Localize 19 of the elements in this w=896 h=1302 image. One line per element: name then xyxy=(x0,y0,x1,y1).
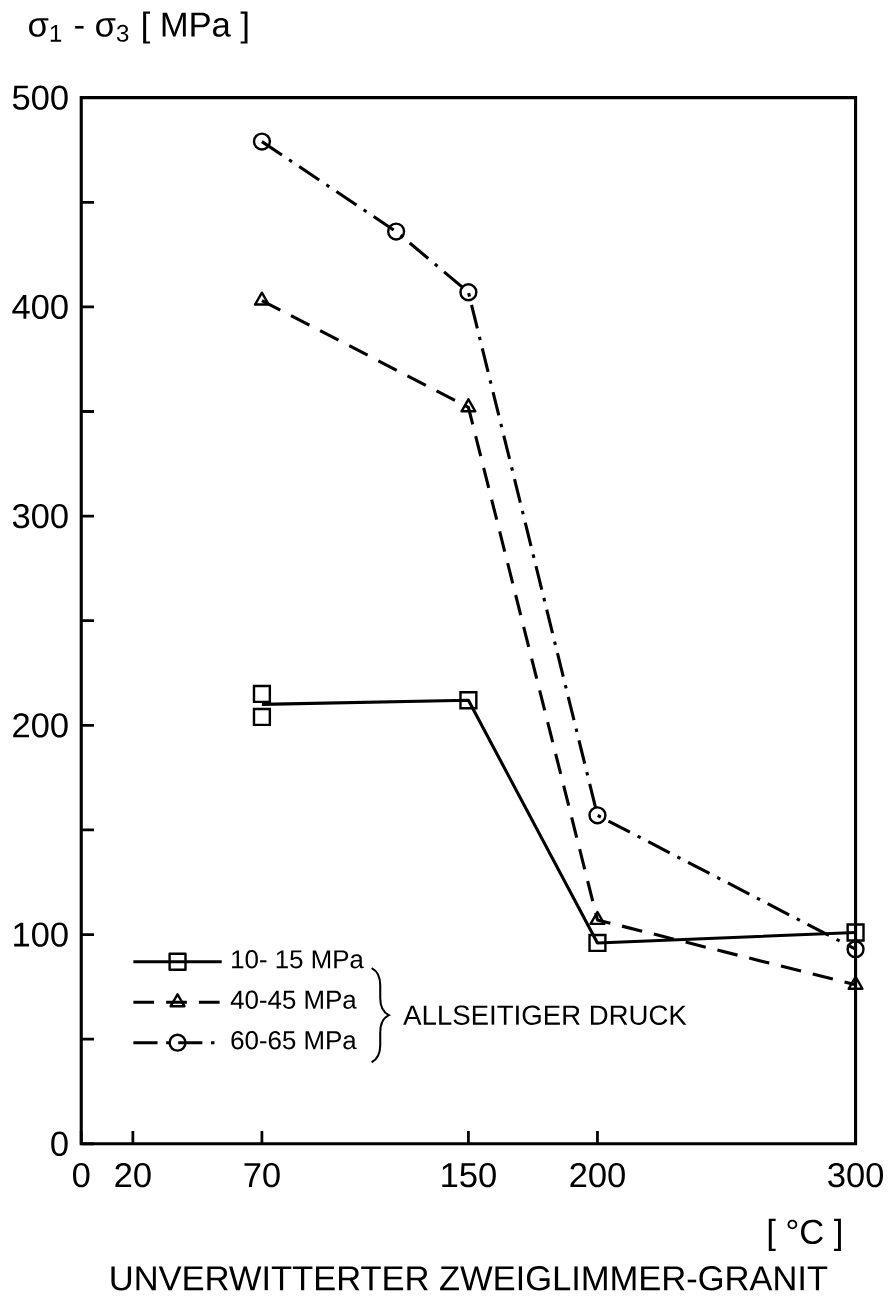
legend-label: 10- 15 MPa xyxy=(232,950,364,969)
x-tick-label: 300 xyxy=(828,1162,884,1188)
y-axis-title: σ$_{1}$ - σ$_{3}$ [ MPa ] xyxy=(29,11,248,44)
text: UNVERWITTERTER ZWEIGLIMMER-GRANIT xyxy=(111,1266,828,1291)
y-tick-label: 300 xyxy=(12,503,68,529)
legend-title: ALLSEITIGER DRUCK xyxy=(403,1005,687,1025)
x-tick-label: 150 xyxy=(442,1162,496,1188)
legend-label: 60-65 MPa xyxy=(231,1031,357,1050)
legend-label: 40-45 MPa xyxy=(230,990,357,1009)
x-tick-label: 0 xyxy=(73,1162,90,1188)
x-tick-label: 70 xyxy=(244,1162,280,1188)
y-tick-label: 500 xyxy=(12,85,68,110)
x-tick-label: 20 xyxy=(115,1162,151,1188)
y-tick-label: 100 xyxy=(14,922,68,947)
y-tick-label: 200 xyxy=(13,713,68,738)
x-tick-label: 200 xyxy=(570,1162,625,1188)
y-tick-label: 400 xyxy=(12,294,68,320)
y-tick-label: 0 xyxy=(51,1131,68,1157)
x-axis-title: [ °C ] xyxy=(768,1218,841,1251)
